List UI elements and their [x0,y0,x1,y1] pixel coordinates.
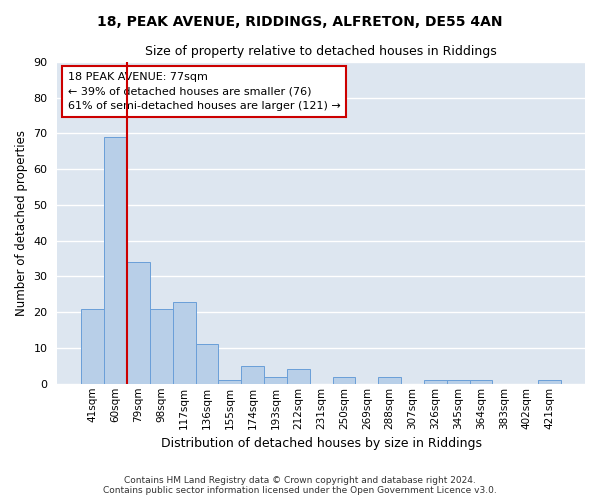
Y-axis label: Number of detached properties: Number of detached properties [15,130,28,316]
Bar [264,376,287,384]
Bar [538,380,561,384]
Bar [447,380,470,384]
Text: 18, PEAK AVENUE, RIDDINGS, ALFRETON, DE55 4AN: 18, PEAK AVENUE, RIDDINGS, ALFRETON, DE5… [97,15,503,29]
Bar [287,370,310,384]
Bar [173,302,196,384]
X-axis label: Distribution of detached houses by size in Riddings: Distribution of detached houses by size … [161,437,482,450]
Bar [196,344,218,384]
Bar [150,308,173,384]
Text: 18 PEAK AVENUE: 77sqm
← 39% of detached houses are smaller (76)
61% of semi-deta: 18 PEAK AVENUE: 77sqm ← 39% of detached … [68,72,341,111]
Bar [127,262,150,384]
Bar [379,376,401,384]
Bar [470,380,493,384]
Title: Size of property relative to detached houses in Riddings: Size of property relative to detached ho… [145,45,497,58]
Bar [424,380,447,384]
Bar [332,376,355,384]
Bar [82,308,104,384]
Bar [241,366,264,384]
Bar [104,137,127,384]
Text: Contains HM Land Registry data © Crown copyright and database right 2024.
Contai: Contains HM Land Registry data © Crown c… [103,476,497,495]
Bar [218,380,241,384]
